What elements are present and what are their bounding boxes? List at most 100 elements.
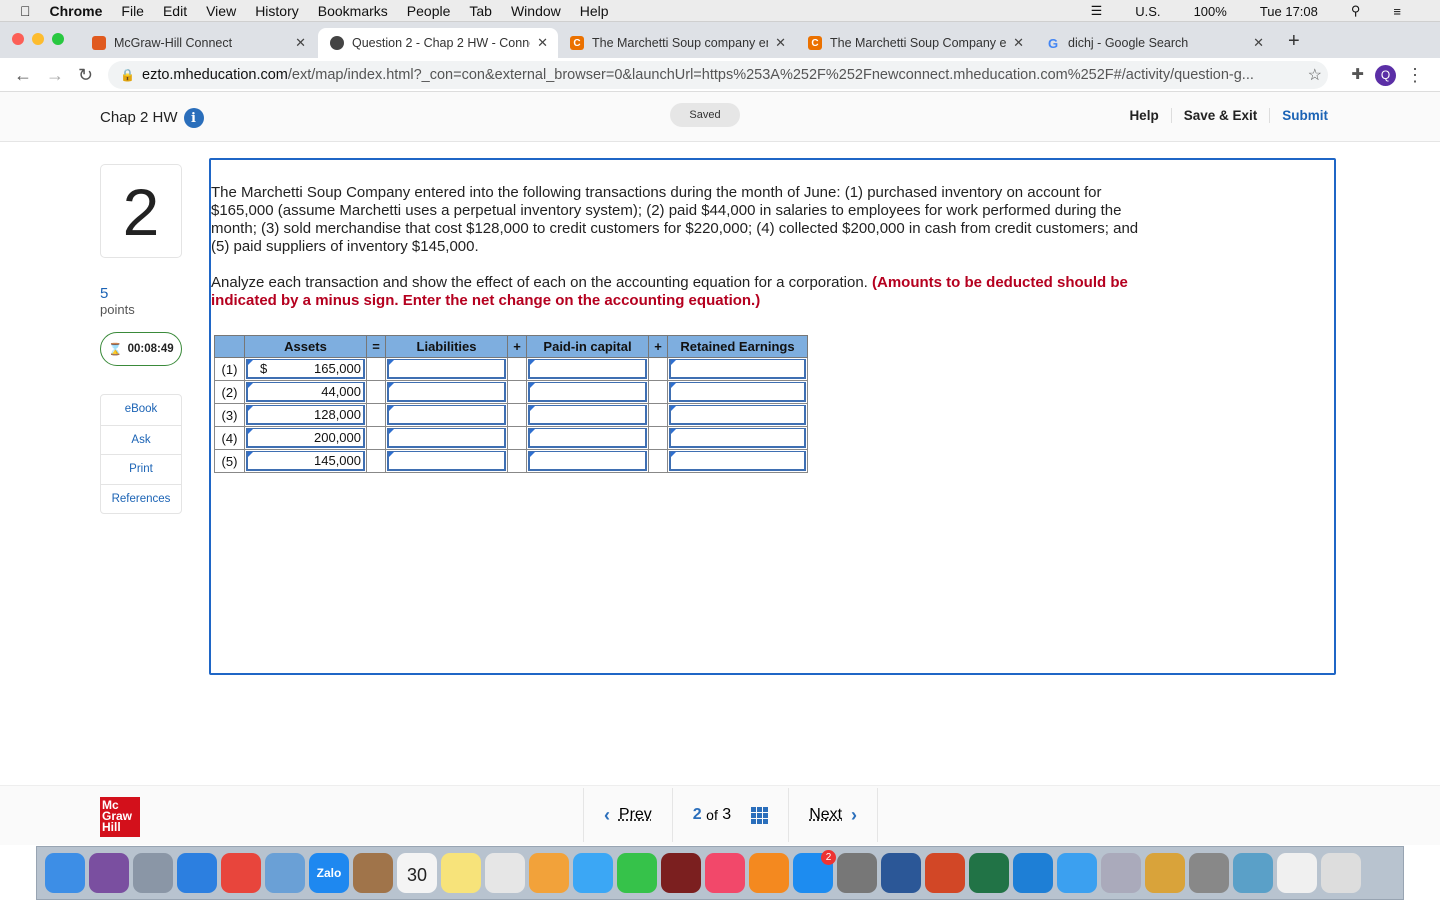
paid-in-capital-input[interactable] xyxy=(528,428,647,448)
menu-chrome[interactable]: Chrome xyxy=(39,2,103,19)
question-grid-icon[interactable] xyxy=(751,806,769,824)
clock[interactable]: Tue 17:08 xyxy=(1259,3,1318,19)
new-tab-button[interactable]: + xyxy=(1288,30,1300,52)
close-tab-icon[interactable]: ✕ xyxy=(537,35,548,50)
menu-people[interactable]: People xyxy=(396,2,451,19)
dock-contacts-icon[interactable] xyxy=(353,853,393,893)
liabilities-input[interactable] xyxy=(387,382,506,402)
dock-disk-utility-icon[interactable] xyxy=(1189,853,1229,893)
dock-app-store-icon[interactable]: 2 xyxy=(793,850,836,893)
dock-excel-icon[interactable] xyxy=(969,853,1009,893)
dock-chegg-icon[interactable] xyxy=(1013,853,1053,893)
assets-input[interactable]: 128,000 xyxy=(246,405,365,425)
zoom-window-button[interactable] xyxy=(52,33,64,45)
retained-earnings-input[interactable] xyxy=(669,405,806,425)
dock-trash-icon[interactable] xyxy=(1321,853,1361,893)
dock-powerpoint-icon[interactable] xyxy=(925,853,965,893)
menu-help[interactable]: Help xyxy=(569,2,609,19)
bookmark-star-icon[interactable]: ☆ xyxy=(1307,67,1322,84)
prev-button[interactable]: ‹ Prev xyxy=(583,788,672,842)
assets-input[interactable]: 44,000 xyxy=(246,382,365,402)
dock-reminders-icon[interactable] xyxy=(485,853,525,893)
references-link[interactable]: References xyxy=(101,483,181,514)
dock-network-icon[interactable] xyxy=(1101,853,1141,893)
keyboard-layout[interactable]: U.S. xyxy=(1135,3,1161,19)
menu-window[interactable]: Window xyxy=(500,2,561,19)
liabilities-input[interactable] xyxy=(387,428,506,448)
info-icon[interactable]: i xyxy=(183,108,204,128)
dock-notes-icon[interactable] xyxy=(441,853,481,893)
spotlight-search-icon[interactable]: ⚲ xyxy=(1350,3,1361,18)
assets-input[interactable]: $165,000 xyxy=(246,359,365,379)
tab-mcgraw-hill-connect[interactable]: McGraw-Hill Connect ✕ xyxy=(80,28,316,58)
paid-in-capital-input[interactable] xyxy=(528,405,647,425)
dock-calendar-icon[interactable]: 30 xyxy=(397,853,437,893)
profile-avatar[interactable]: Q xyxy=(1375,65,1396,86)
close-tab-icon[interactable]: ✕ xyxy=(775,35,786,50)
retained-earnings-input[interactable] xyxy=(669,428,806,448)
dock-preview-eye-icon[interactable] xyxy=(1233,853,1273,893)
menu-edit[interactable]: Edit xyxy=(152,2,187,19)
paid-in-capital-input[interactable] xyxy=(528,451,647,471)
dock-itunes-icon[interactable] xyxy=(705,853,745,893)
url-input[interactable]: 🔒 ezto.mheducation.com/ext/map/index.html… xyxy=(108,61,1328,89)
dock-photo-slideshow-icon[interactable] xyxy=(661,853,701,893)
next-button[interactable]: Next › xyxy=(788,788,878,842)
menu-file[interactable]: File xyxy=(110,2,144,19)
menu-view[interactable]: View xyxy=(195,2,236,19)
dock-launchpad-icon[interactable] xyxy=(133,853,173,893)
ebook-link[interactable]: eBook xyxy=(124,403,158,415)
menu-tab[interactable]: Tab xyxy=(458,2,492,19)
dock-finder-icon[interactable] xyxy=(45,853,85,893)
liabilities-input[interactable] xyxy=(387,359,506,379)
assets-input[interactable]: 200,000 xyxy=(246,428,365,448)
liabilities-input[interactable] xyxy=(387,405,506,425)
tab-question-2[interactable]: Question 2 - Chap 2 HW - Connect ✕ xyxy=(318,28,558,58)
submit-button[interactable]: Submit xyxy=(1269,108,1328,123)
menu-history[interactable]: History xyxy=(244,2,299,19)
menu-bookmarks[interactable]: Bookmarks xyxy=(307,2,388,19)
close-tab-icon[interactable]: ✕ xyxy=(1253,35,1264,50)
reload-icon[interactable]: ↻ xyxy=(78,65,94,85)
chrome-menu-icon[interactable]: ⋮ xyxy=(1406,65,1424,85)
assets-input[interactable]: 145,000 xyxy=(246,451,365,471)
battery-status[interactable]: 100% xyxy=(1193,3,1227,19)
forward-icon[interactable]: → xyxy=(46,65,64,85)
dock-archive-icon[interactable] xyxy=(1145,853,1185,893)
dock-photos-icon[interactable] xyxy=(529,853,569,893)
close-window-button[interactable] xyxy=(12,33,24,45)
dock-messages-icon[interactable] xyxy=(573,853,613,893)
apple-icon[interactable]:  xyxy=(20,3,31,19)
help-button[interactable]: Help xyxy=(1129,108,1159,123)
dock-word-icon[interactable] xyxy=(881,853,921,893)
liabilities-input[interactable] xyxy=(387,451,506,471)
extensions-icon[interactable]: ✚ xyxy=(1351,66,1364,83)
retained-earnings-input[interactable] xyxy=(669,382,806,402)
ask-link[interactable]: Ask xyxy=(101,424,181,455)
dock-safari-icon[interactable] xyxy=(177,853,217,893)
close-tab-icon[interactable]: ✕ xyxy=(295,35,306,50)
dock-system-preferences-icon[interactable] xyxy=(837,853,877,893)
save-exit-button[interactable]: Save & Exit xyxy=(1170,108,1270,123)
retained-earnings-input[interactable] xyxy=(669,359,806,379)
dock-downloads-icon[interactable] xyxy=(1277,853,1317,893)
dock-photo-booth-icon[interactable] xyxy=(89,853,129,893)
dock-facetime-icon[interactable] xyxy=(617,853,657,893)
wifi-icon[interactable]: ☰ xyxy=(1090,3,1103,18)
paid-in-capital-input[interactable] xyxy=(528,359,647,379)
close-tab-icon[interactable]: ✕ xyxy=(1013,35,1024,50)
dock-zalo-icon[interactable]: Zalo xyxy=(309,853,349,893)
back-icon[interactable]: ← xyxy=(14,65,32,85)
retained-earnings-input[interactable] xyxy=(669,451,806,471)
paid-in-capital-input[interactable] xyxy=(528,382,647,402)
dock-ibooks-icon[interactable] xyxy=(749,853,789,893)
dock-chrome-icon[interactable] xyxy=(221,853,261,893)
minimize-window-button[interactable] xyxy=(32,33,44,45)
print-link[interactable]: Print xyxy=(101,454,181,484)
dock-preview-icon[interactable] xyxy=(265,853,305,893)
notification-center-icon[interactable]: ≡ xyxy=(1393,3,1401,19)
dock-messenger-icon[interactable] xyxy=(1057,853,1097,893)
